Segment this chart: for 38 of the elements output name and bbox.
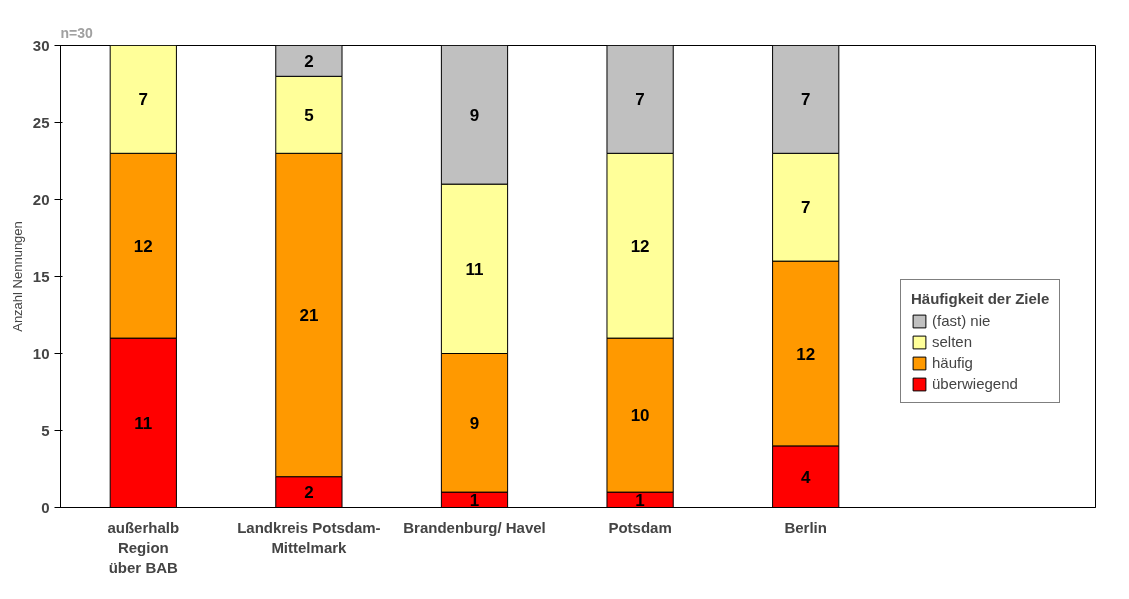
y-tick-label: 5 xyxy=(41,421,50,439)
data-label: 1 xyxy=(469,490,480,510)
data-label: 11 xyxy=(465,259,484,279)
y-tick-label: 20 xyxy=(32,190,50,208)
data-label: 5 xyxy=(304,105,314,125)
data-label: 10 xyxy=(630,406,650,426)
x-tick-label: Brandenburg/ Havel xyxy=(403,518,546,536)
data-label: 2 xyxy=(304,51,314,71)
data-label: 21 xyxy=(299,306,319,325)
data-label: 12 xyxy=(133,236,153,256)
y-tick-label: 15 xyxy=(32,267,50,285)
legend-label: (fast) nie xyxy=(932,312,991,329)
y-axis-title: Anzahl Nennungen xyxy=(9,221,25,332)
data-label: 9 xyxy=(469,105,480,125)
y-tick-label: 25 xyxy=(32,113,50,131)
text: n=30 xyxy=(60,24,94,41)
y-tick-label: 10 xyxy=(32,344,50,362)
x-tick-label: Berlin xyxy=(784,518,827,536)
x-tick-label: Potsdam xyxy=(608,518,672,536)
data-label: 7 xyxy=(800,198,811,218)
y-tick-label: 30 xyxy=(32,36,50,54)
data-label: 11 xyxy=(134,413,153,433)
data-label: 9 xyxy=(469,413,480,433)
x-tick-label: außerhalb Region über BAB xyxy=(107,518,180,577)
data-label: 2 xyxy=(304,483,314,503)
data-label: 7 xyxy=(800,90,811,110)
legend-label: häufig xyxy=(932,354,973,371)
data-label: 12 xyxy=(796,344,816,364)
x-tick-label: Landkreis Potsdam- Mittelmark xyxy=(237,518,381,556)
data-label: 7 xyxy=(635,90,645,110)
data-label: 12 xyxy=(630,236,650,256)
data-label: 1 xyxy=(635,490,645,510)
data-label: 4 xyxy=(800,467,811,487)
y-tick-label: 0 xyxy=(41,498,50,516)
legend-title: Häufigkeit der Ziele xyxy=(911,290,1050,307)
legend-label: selten xyxy=(932,333,973,350)
legend-label: überwiegend xyxy=(932,375,1018,392)
data-label: 7 xyxy=(138,90,149,110)
